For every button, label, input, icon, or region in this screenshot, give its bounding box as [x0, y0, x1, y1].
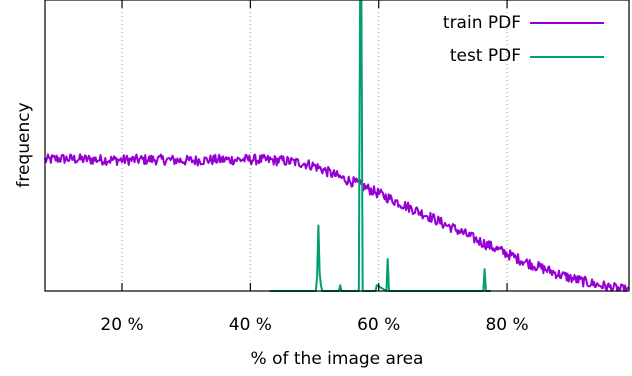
x-tick-label: 80 %: [485, 315, 528, 335]
series-line-train: [44, 153, 630, 292]
legend-label-train: train PDF: [443, 13, 521, 33]
x-tick-label: 40 %: [229, 315, 272, 335]
series-lines: [44, 0, 630, 292]
plot-frame: [44, 0, 630, 292]
legend-label-test: test PDF: [450, 46, 521, 66]
x-ticks: 20 % 40 % 60 % 80 %: [100, 0, 529, 335]
x-axis-label: % of the image area: [251, 349, 424, 369]
legend: train PDF test PDF: [443, 13, 604, 66]
x-tick-label: 60 %: [357, 315, 400, 335]
x-tick-label: 20 %: [100, 315, 143, 335]
series-line-test: [269, 0, 492, 292]
x-gridlines: [121, 0, 508, 291]
y-axis-label: frequency: [14, 102, 34, 187]
